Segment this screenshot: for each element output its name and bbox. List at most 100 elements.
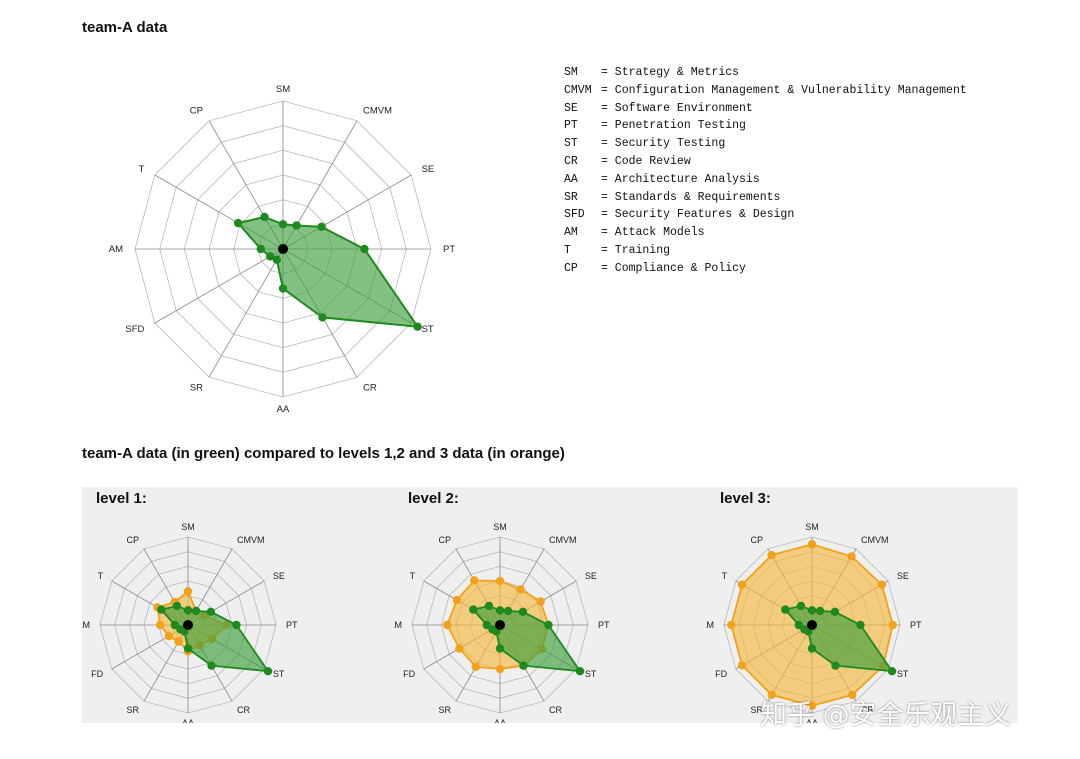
axis-label-st: ST [422,324,434,335]
axis-label-sm: SM [493,522,507,532]
data-point-team-a-cp [484,601,494,611]
data-point-level-1-am [155,620,165,630]
legend-description: = Configuration Management & Vulnerabili… [601,83,967,97]
legend-abbreviation: ST [564,137,578,151]
axis-label-pt: PT [286,620,298,630]
team-a-radar-chart: SM CMVM SE PT ST CR AA SR SFD AM T CP [109,84,456,415]
axis-label-se: SE [897,571,909,581]
legend-abbreviation: AA [564,172,578,186]
axis-label-cr: CR [549,705,562,715]
legend-entry: CP = Compliance & Policy [564,260,967,278]
data-point-team-a-sm [495,606,505,615]
legend-description: = Standards & Requirements [601,190,781,204]
data-point-team-a-cmvm [292,221,301,230]
axis-label-cr: CR [237,705,250,715]
axis-label-aa: AA [182,718,194,723]
axis-label-cr: CR [861,705,874,715]
data-point-level-2-t [452,595,461,605]
axis-label-cp: CP [190,105,203,116]
data-point-team-a-t [781,605,790,614]
data-point-team-a-am [170,620,179,630]
legend-entry: CMVM = Configuration Management & Vulnera… [564,82,967,100]
axis-label-sr: SR [438,705,451,715]
legend-description: = Code Review [601,154,691,168]
data-point-level-2-cp [470,576,479,585]
legend-description: = Software Environment [601,101,753,115]
data-point-team-a-cmvm [815,606,825,616]
data-point-team-a-pt [856,620,865,630]
legend-description: = Strategy & Metrics [601,66,740,79]
data-point-level-2-se [536,597,545,606]
level-3-radar-chart: SM CMVM SE PT ST CR AA SR FD AM T CP [706,522,922,723]
radar-center-dot [278,244,288,254]
level-2-radar-chart: SM CMVM SE PT ST CR AA SR FD AM T CP [394,522,610,723]
data-point-team-a-am [482,620,491,630]
level-1-title: level 1: [96,490,147,507]
axis-label-st: ST [897,669,909,679]
data-point-level-1-sm [183,587,193,596]
legend-entry: SR = Standards & Requirements [564,189,967,207]
data-point-team-a-cp [260,212,269,222]
data-point-team-a-pt [544,620,553,630]
radar-center-dot [807,620,817,630]
legend-description: = Compliance & Policy [601,261,746,275]
level-3-title: level 3: [720,490,771,507]
data-point-team-a-se [317,222,326,231]
axis-line-sr [208,248,284,378]
axis-label-st: ST [585,669,597,679]
data-point-team-a-t [469,605,478,614]
axis-label-sfd: FD [715,669,727,679]
data-point-team-a-se [206,607,216,616]
radar-center-dot [183,620,193,630]
axis-label-t: T [98,571,104,581]
level-comparison-panel: level 1: level 2: level 3: SM CMVM SE PT ST C… [82,487,1018,723]
data-point-team-a-t [157,605,166,614]
axis-label-pt: PT [910,620,922,630]
data-point-level-2-sr [471,662,480,672]
data-point-team-a-se [518,607,528,616]
axis-label-st: ST [273,669,285,679]
data-point-team-a-cmvm [191,606,201,616]
data-point-level-3-cmvm [847,552,856,561]
axis-label-pt: PT [598,620,610,630]
data-point-team-a-sm [807,606,817,615]
data-point-team-a-am [256,244,265,254]
data-point-level-2-sm [495,576,505,586]
data-point-team-a-se [830,607,840,616]
data-point-team-a-sm [183,606,193,615]
axis-label-cp: CP [750,535,763,545]
legend-description: = Security Features & Design [601,208,795,222]
legend-description: = Security Testing [601,137,726,151]
axis-label-t: T [139,164,145,175]
data-point-level-3-t [737,580,747,589]
watermark: 知乎 @安全乐观主义 [760,700,1012,731]
data-point-team-a-cr [519,661,528,670]
axis-label-pt: PT [443,244,455,255]
legend-entry: CR = Code Review [564,153,967,171]
data-point-level-3-sm [807,540,817,549]
data-point-team-a-st [263,667,273,676]
axis-label-t: T [410,571,416,581]
legend-description: = Architecture Analysis [601,172,760,186]
data-point-level-2-aa [495,664,505,674]
legend-entry: ST = Security Testing [564,135,967,153]
level-2-title: level 2: [408,490,459,507]
axis-label-sm: SM [181,522,195,532]
data-point-level-3-sr [767,690,776,700]
data-point-team-a-aa [807,644,817,653]
legend-abbreviation: SE [564,101,578,115]
data-point-team-a-cr [831,661,840,670]
axis-label-se: SE [422,164,435,175]
axis-label-cmvm: CMVM [549,535,577,545]
axis-label-cr: CR [363,383,377,394]
legend-abbreviation: T [564,243,571,257]
axis-label-cmvm: CMVM [861,535,889,545]
data-point-team-a-pt [360,244,369,254]
axis-label-sm: SM [276,84,290,95]
axis-label-am: AM [109,244,123,255]
axis-label-cmvm: CMVM [363,105,392,116]
legend-entry: AA = Architecture Analysis [564,171,967,189]
axis-label-se: SE [585,571,597,581]
axis-label-am: AM [706,620,714,630]
legend-abbreviation: AM [564,226,578,240]
